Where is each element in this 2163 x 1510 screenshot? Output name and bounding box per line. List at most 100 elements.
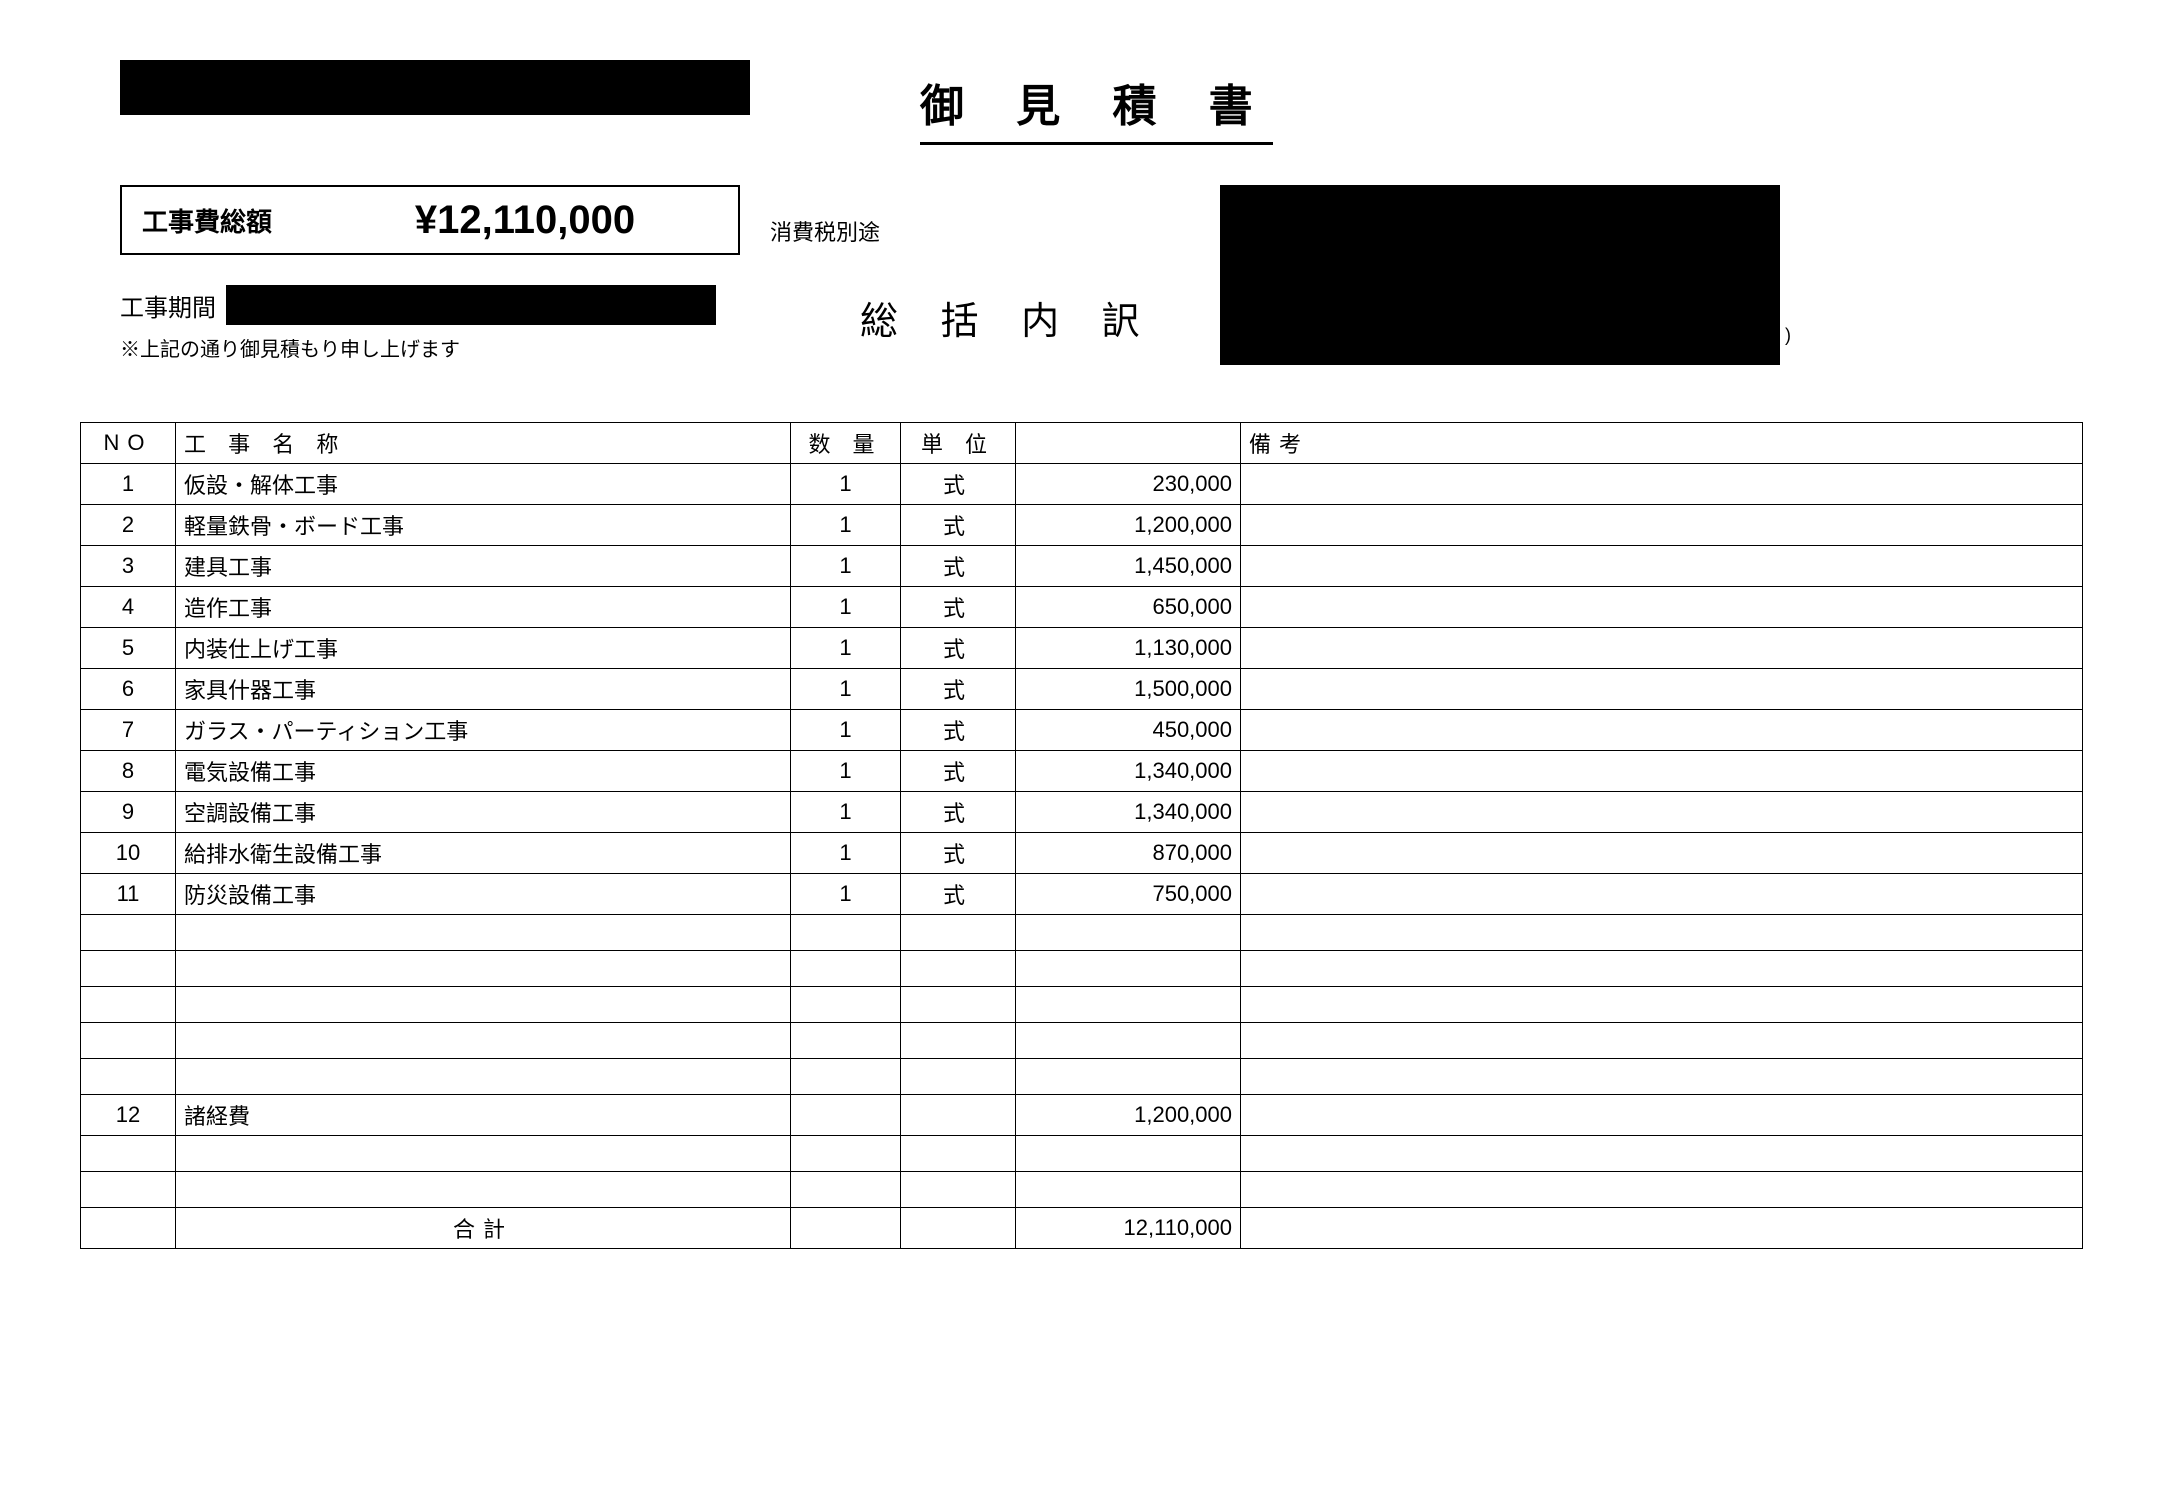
cell-qty: 1 <box>791 505 901 546</box>
table-row <box>81 915 2083 951</box>
redacted-period <box>226 285 716 325</box>
total-amount: ¥12,110,000 <box>332 198 718 243</box>
cell-unit: 式 <box>901 833 1016 874</box>
cell-unit: 式 <box>901 792 1016 833</box>
cell-remarks <box>1241 1059 2083 1095</box>
total-row: 工事費総額 ¥12,110,000 消費税別途 <box>120 185 2083 255</box>
cell-no: 5 <box>81 628 176 669</box>
total-cell <box>81 1208 176 1249</box>
cell-unit <box>901 1023 1016 1059</box>
col-header-amount <box>1016 423 1241 464</box>
table-row <box>81 1023 2083 1059</box>
cell-unit: 式 <box>901 587 1016 628</box>
cell-qty: 1 <box>791 669 901 710</box>
cell-remarks <box>1241 464 2083 505</box>
cell-name: 仮設・解体工事 <box>176 464 791 505</box>
cell-unit <box>901 1059 1016 1095</box>
cell-qty <box>791 1172 901 1208</box>
cell-remarks <box>1241 751 2083 792</box>
cell-unit <box>901 1136 1016 1172</box>
cell-no: 4 <box>81 587 176 628</box>
table-row: 12諸経費1,200,000 <box>81 1095 2083 1136</box>
cell-no: 9 <box>81 792 176 833</box>
cell-no: 10 <box>81 833 176 874</box>
cell-no <box>81 1059 176 1095</box>
cell-qty <box>791 915 901 951</box>
cell-unit: 式 <box>901 669 1016 710</box>
cell-amount <box>1016 951 1241 987</box>
cell-unit <box>901 1172 1016 1208</box>
cell-no: 7 <box>81 710 176 751</box>
cell-name <box>176 987 791 1023</box>
cell-name <box>176 1023 791 1059</box>
table-row <box>81 987 2083 1023</box>
period-label: 工事期間 <box>120 288 216 323</box>
cell-qty <box>791 1136 901 1172</box>
cell-name: 家具什器工事 <box>176 669 791 710</box>
table-row: 3建具工事1式1,450,000 <box>81 546 2083 587</box>
cell-name: 諸経費 <box>176 1095 791 1136</box>
summary-title: 総 括 内 訳 <box>860 290 1156 345</box>
table-row: 8電気設備工事1式1,340,000 <box>81 751 2083 792</box>
table-row <box>81 951 2083 987</box>
cell-qty: 1 <box>791 792 901 833</box>
cell-no: 3 <box>81 546 176 587</box>
table-row: 4造作工事1式650,000 <box>81 587 2083 628</box>
cell-remarks <box>1241 1172 2083 1208</box>
cell-remarks <box>1241 587 2083 628</box>
cell-no: 1 <box>81 464 176 505</box>
cell-amount: 1,450,000 <box>1016 546 1241 587</box>
cell-unit: 式 <box>901 710 1016 751</box>
cell-amount <box>1016 1172 1241 1208</box>
tax-note: 消費税別途 <box>770 215 880 255</box>
cell-qty <box>791 1059 901 1095</box>
total-cell <box>1241 1208 2083 1249</box>
cell-qty: 1 <box>791 751 901 792</box>
cell-unit <box>901 951 1016 987</box>
cell-qty: 1 <box>791 628 901 669</box>
cell-remarks <box>1241 1023 2083 1059</box>
cell-amount: 750,000 <box>1016 874 1241 915</box>
trailing-paren: ) <box>1785 325 1791 346</box>
cell-unit: 式 <box>901 546 1016 587</box>
cell-unit: 式 <box>901 874 1016 915</box>
cell-remarks <box>1241 628 2083 669</box>
cell-amount: 230,000 <box>1016 464 1241 505</box>
estimate-table: NO 工 事 名 称 数 量 単 位 備考 1仮設・解体工事1式230,0002… <box>80 422 2083 1249</box>
total-cell <box>901 1208 1016 1249</box>
col-header-qty: 数 量 <box>791 423 901 464</box>
cell-amount: 870,000 <box>1016 833 1241 874</box>
cell-amount <box>1016 1059 1241 1095</box>
cell-no <box>81 1136 176 1172</box>
cell-no: 8 <box>81 751 176 792</box>
cell-name: 内装仕上げ工事 <box>176 628 791 669</box>
cell-name: 建具工事 <box>176 546 791 587</box>
total-cell <box>791 1208 901 1249</box>
cell-name <box>176 915 791 951</box>
document-title: 御 見 積 書 <box>920 70 1273 145</box>
cell-qty <box>791 1095 901 1136</box>
cell-remarks <box>1241 792 2083 833</box>
table-row: 7ガラス・パーティション工事1式450,000 <box>81 710 2083 751</box>
cell-remarks <box>1241 987 2083 1023</box>
col-header-unit: 単 位 <box>901 423 1016 464</box>
table-row: 5内装仕上げ工事1式1,130,000 <box>81 628 2083 669</box>
table-row <box>81 1136 2083 1172</box>
cell-remarks <box>1241 833 2083 874</box>
cell-qty: 1 <box>791 833 901 874</box>
cell-qty <box>791 1023 901 1059</box>
cell-name: 造作工事 <box>176 587 791 628</box>
cell-no <box>81 987 176 1023</box>
cell-unit: 式 <box>901 628 1016 669</box>
cell-qty: 1 <box>791 710 901 751</box>
cell-remarks <box>1241 874 2083 915</box>
table-row <box>81 1059 2083 1095</box>
cell-qty: 1 <box>791 874 901 915</box>
cell-name <box>176 1059 791 1095</box>
cell-remarks <box>1241 915 2083 951</box>
cell-remarks <box>1241 1095 2083 1136</box>
cell-unit: 式 <box>901 505 1016 546</box>
cell-qty: 1 <box>791 587 901 628</box>
header-row: 御 見 積 書 <box>80 60 2083 145</box>
cell-amount <box>1016 987 1241 1023</box>
